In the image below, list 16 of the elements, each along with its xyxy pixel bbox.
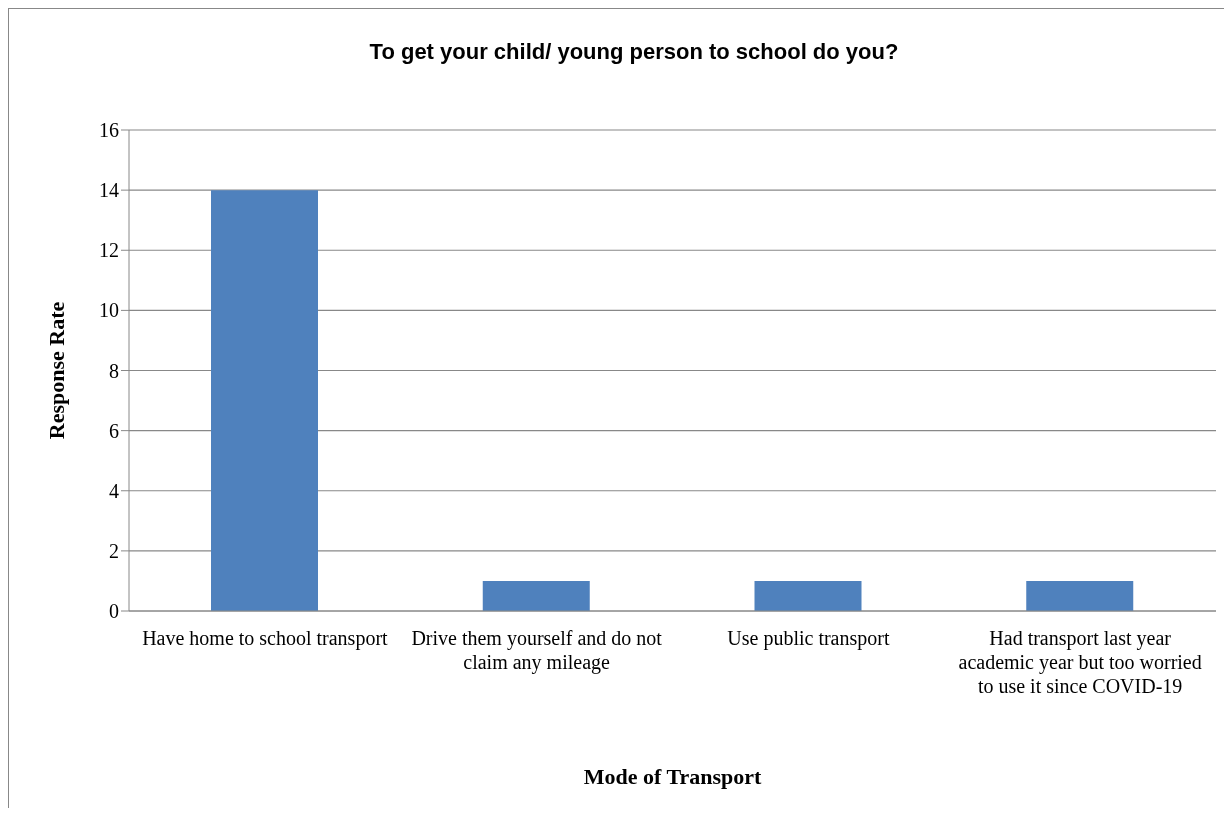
- y-tick-label: 8: [109, 359, 119, 382]
- y-tick-label: 2: [109, 539, 119, 562]
- y-tick-label: 10: [99, 299, 119, 322]
- x-axis-title: Mode of Transport: [583, 764, 762, 789]
- x-tick-label: Had transport last year academic year but too worried to use it since COVID-19: [958, 627, 1202, 697]
- y-tick-label: 6: [109, 419, 119, 442]
- y-tick-label: 16: [99, 119, 119, 142]
- y-tick-label: 4: [109, 479, 119, 502]
- y-tick-label: 14: [99, 179, 119, 202]
- x-tick-label: Use public transport: [727, 627, 890, 650]
- x-tick-label: Have home to school transport: [142, 627, 389, 650]
- y-tick-label: 0: [109, 600, 119, 623]
- chart-title: To get your child/ young person to school do you?: [368, 39, 900, 65]
- y-tick-label: 12: [99, 239, 119, 262]
- y-axis-title: Response Rate: [44, 301, 70, 440]
- x-tick-label: Drive them yourself and do not claim any mileage: [411, 627, 663, 674]
